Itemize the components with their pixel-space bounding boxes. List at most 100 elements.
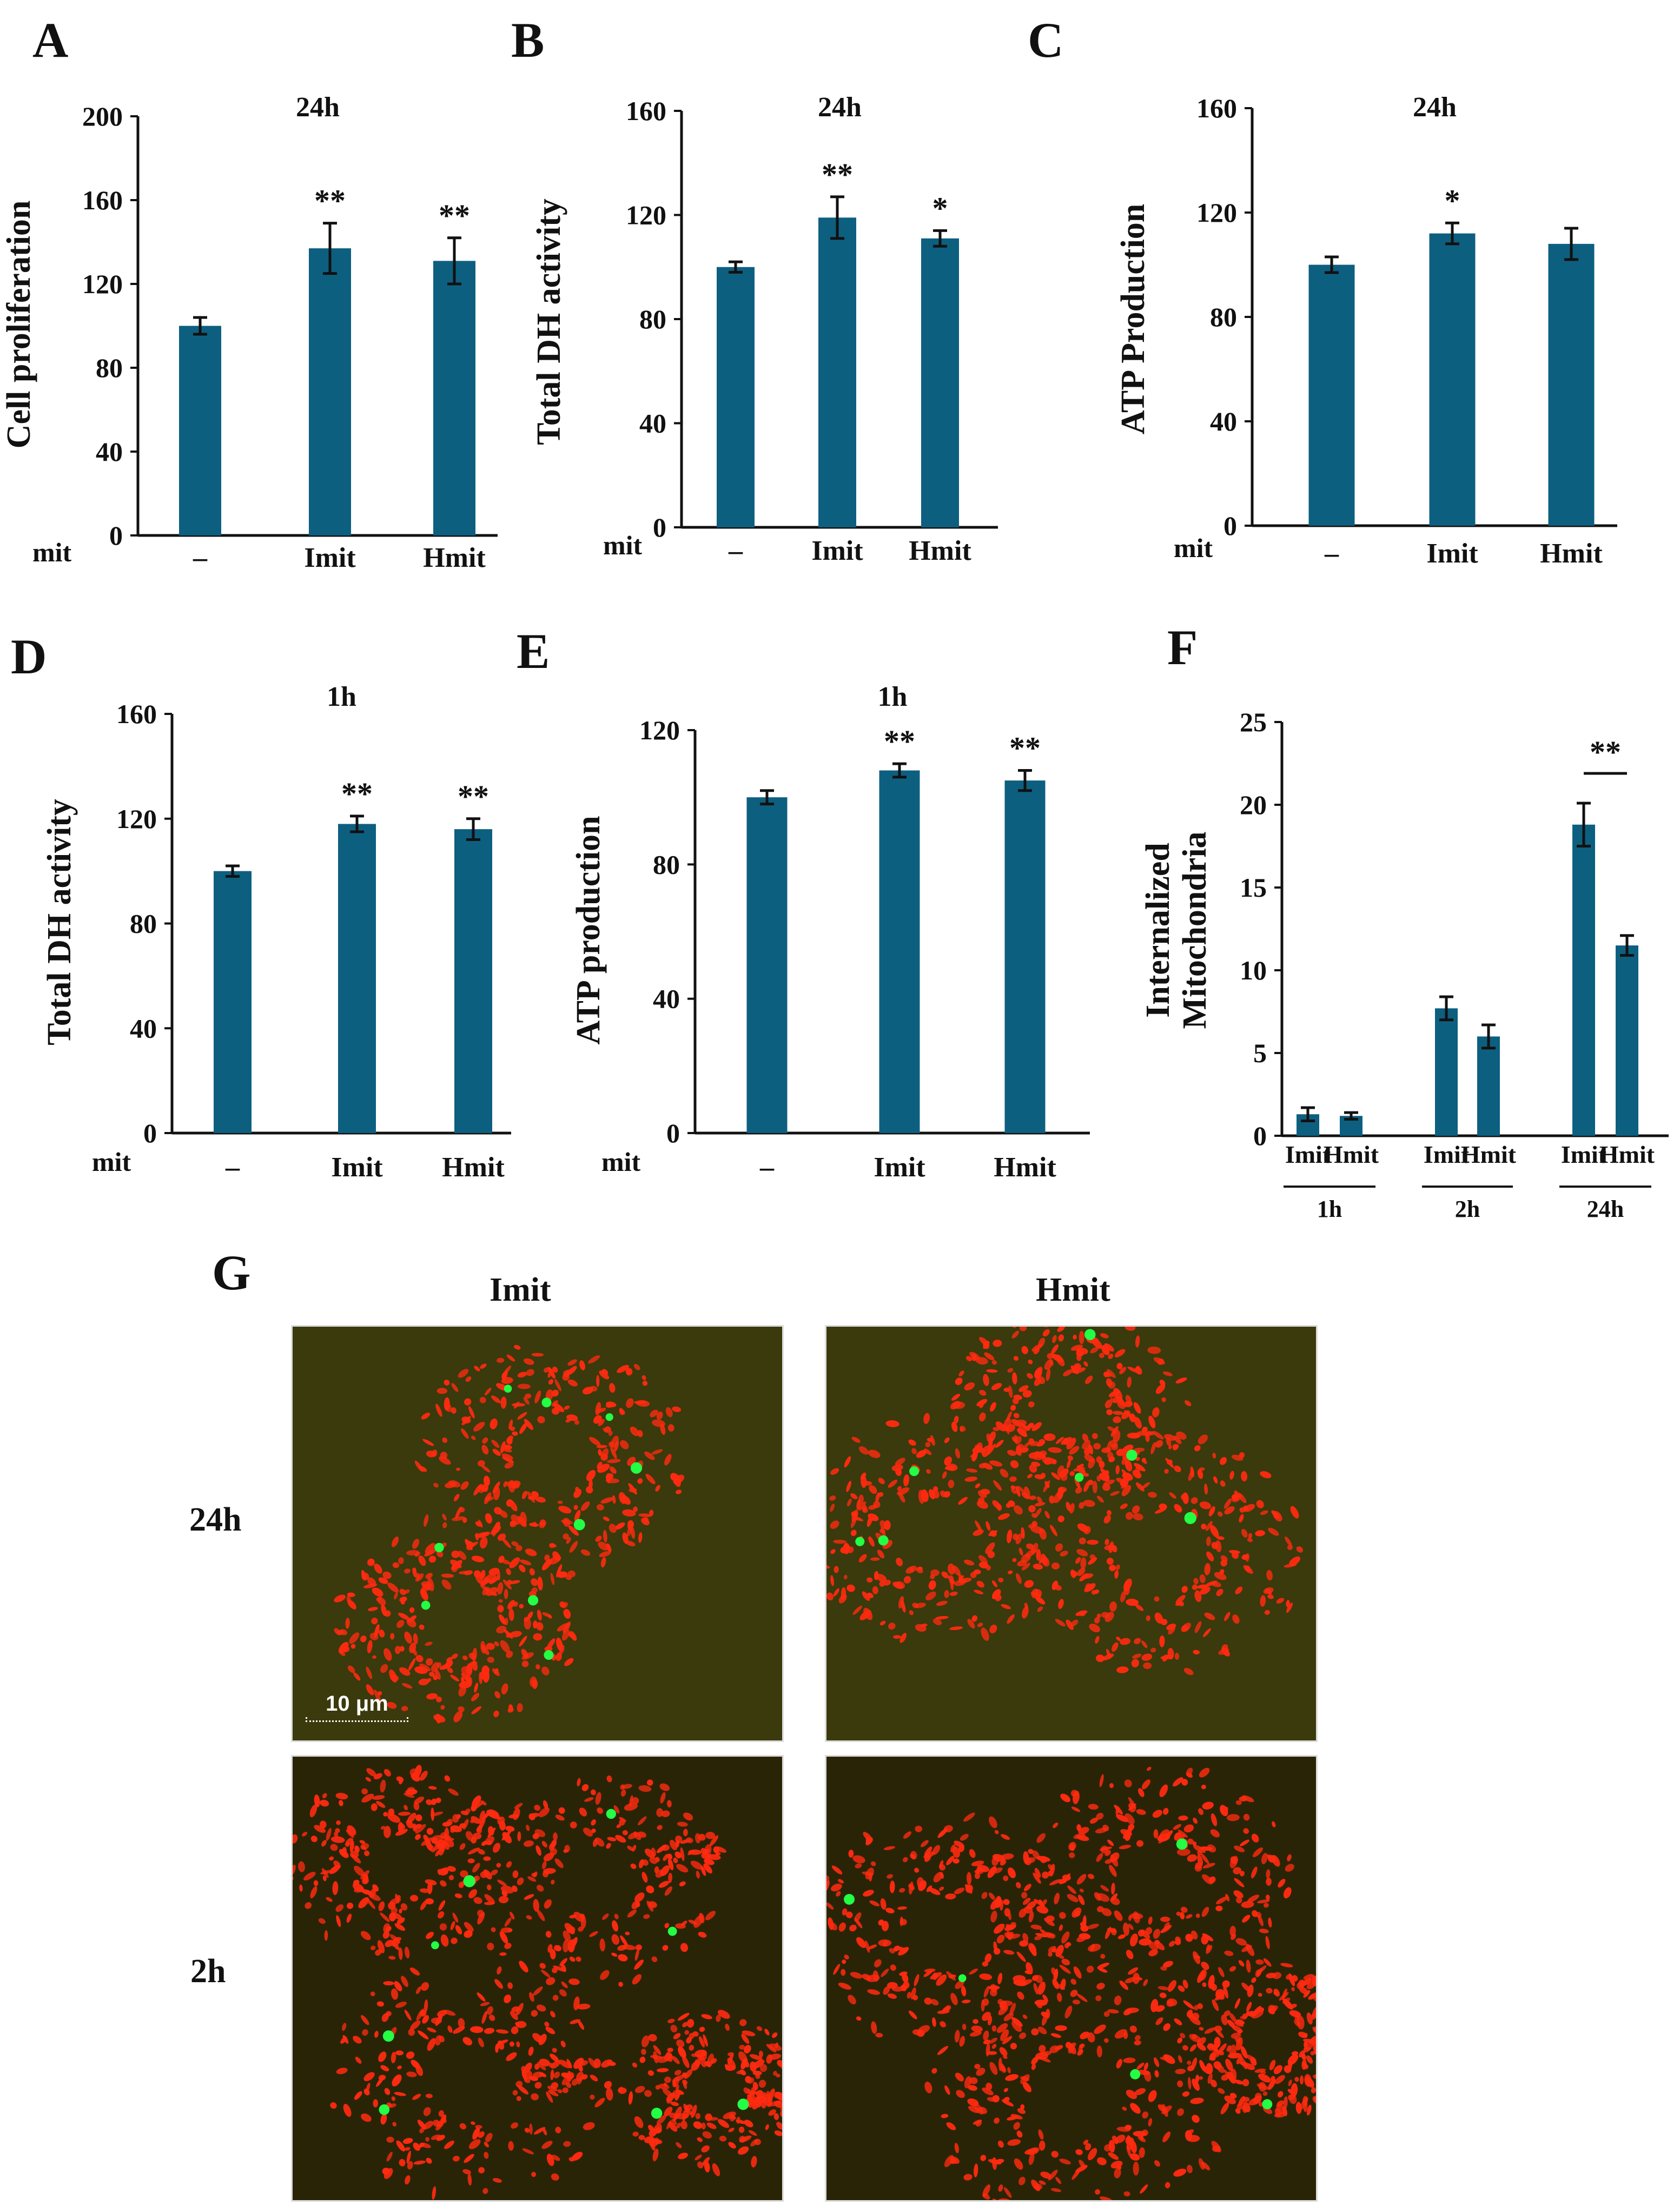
bar-b-1 [818, 217, 856, 527]
column-label-imit: Imit [490, 1272, 551, 1308]
y-tick-label-f-5: 25 [1240, 707, 1267, 737]
y-axis-label-c: ATP Production [1115, 204, 1152, 435]
bar-d-1 [338, 824, 376, 1133]
category-label-d-0: – [225, 1152, 240, 1183]
y-tick-label-c-1: 40 [1210, 406, 1237, 436]
chart-title-e: 1h [878, 681, 908, 712]
category-label-a-1: Imit [304, 542, 356, 573]
category-label-e-0: – [759, 1152, 775, 1183]
y-tick-label-f-1: 5 [1253, 1038, 1267, 1068]
row-label-2h: 2h [190, 1953, 226, 1990]
category-label-f-0: Imit [1285, 1141, 1331, 1168]
y-tick-label-b-2: 80 [639, 304, 666, 334]
category-label-f-5: Hmit [1599, 1141, 1655, 1168]
category-label-d-2: Hmit [442, 1152, 505, 1183]
category-label-b-0: – [728, 535, 743, 566]
category-label-f-3: Hmit [1461, 1141, 1517, 1168]
chart-title-c: 24h [1413, 92, 1457, 123]
bar-a-1 [309, 248, 351, 535]
group-label-f-2: 24h [1587, 1196, 1624, 1222]
significance-a-1: ** [314, 183, 346, 218]
y-axis-label-f-1: Mitochondria [1176, 831, 1213, 1029]
y-tick-label-b-0: 0 [653, 512, 666, 542]
bar-a-2 [433, 261, 475, 535]
category-label-f-1: Hmit [1324, 1141, 1379, 1168]
y-tick-label-c-0: 0 [1223, 511, 1237, 541]
column-label-hmit: Hmit [1036, 1272, 1110, 1308]
y-tick-label-b-3: 120 [626, 200, 666, 230]
y-tick-label-d-0: 0 [143, 1118, 157, 1148]
y-tick-label-c-3: 120 [1196, 197, 1237, 228]
group-label-f-1: 2h [1455, 1196, 1480, 1222]
panel-letter-b: B [511, 12, 544, 68]
y-tick-label-f-2: 10 [1240, 955, 1267, 985]
row-label-e: mit [601, 1147, 641, 1177]
category-label-e-1: Imit [874, 1152, 925, 1183]
scale-bar-label: 10 μm [326, 1692, 388, 1716]
y-tick-label-a-0: 0 [109, 520, 123, 551]
significance-b-1: ** [822, 157, 853, 192]
y-tick-label-f-0: 0 [1253, 1121, 1267, 1151]
y-tick-label-b-4: 160 [626, 96, 666, 126]
panel-letter-f: F [1167, 620, 1198, 675]
scale-bar-line [306, 1717, 408, 1722]
category-label-f-2: Imit [1424, 1141, 1470, 1168]
category-label-a-0: – [193, 542, 208, 573]
chart-title-b: 24h [818, 92, 862, 123]
significance-d-1: ** [341, 776, 373, 811]
y-tick-label-e-2: 80 [653, 849, 680, 879]
y-tick-label-e-0: 0 [666, 1118, 680, 1148]
micrograph-imit-2h [291, 1755, 784, 2202]
panel-letter-g: G [212, 1245, 251, 1300]
bar-d-2 [454, 829, 492, 1133]
bar-f-2 [1435, 1008, 1458, 1136]
y-tick-label-f-3: 15 [1240, 872, 1267, 903]
significance-d-2: ** [458, 779, 489, 814]
y-tick-label-f-4: 20 [1240, 790, 1267, 820]
y-tick-label-a-4: 160 [82, 185, 123, 215]
y-tick-label-e-1: 40 [653, 984, 680, 1014]
bar-c-2 [1548, 243, 1595, 526]
y-tick-label-a-3: 120 [82, 269, 123, 299]
micrograph-image [293, 1327, 782, 1740]
significance-e-1: ** [884, 724, 915, 759]
panel-letter-e: E [517, 624, 550, 679]
scale-bar: 10 μm [306, 1692, 408, 1722]
bar-d-0 [214, 871, 252, 1133]
y-tick-label-a-2: 80 [96, 353, 123, 383]
micrograph-hmit-24h [825, 1325, 1318, 1742]
category-label-c-0: – [1324, 538, 1339, 569]
panel-letter-c: C [1028, 12, 1063, 68]
y-axis-label-f-0: Internalized [1140, 843, 1176, 1018]
row-label-24h: 24h [189, 1501, 242, 1538]
row-label-d: mit [92, 1147, 131, 1177]
significance-a-2: ** [439, 198, 470, 233]
bar-e-2 [1004, 780, 1046, 1133]
y-axis-label-e: ATP production [570, 816, 607, 1044]
row-label-b: mit [603, 530, 643, 560]
bar-c-0 [1308, 264, 1355, 526]
y-tick-label-d-2: 80 [130, 909, 157, 939]
panel-letter-a: A [32, 12, 68, 68]
bar-a-0 [179, 326, 221, 535]
chart-title-a: 24h [296, 92, 340, 123]
bar-f-5 [1616, 945, 1638, 1136]
category-label-c-2: Hmit [1540, 538, 1603, 569]
y-tick-label-c-4: 160 [1196, 93, 1237, 123]
category-label-f-4: Imit [1561, 1141, 1607, 1168]
panel-letter-d: D [11, 629, 47, 684]
category-label-b-1: Imit [811, 535, 863, 566]
group-label-f-0: 1h [1317, 1196, 1342, 1222]
micrograph-imit-24h [291, 1325, 784, 1742]
micrograph-image [826, 1757, 1316, 2200]
significance-c-1: * [1445, 183, 1460, 218]
y-tick-label-b-1: 40 [639, 408, 666, 439]
significance-f: ** [1590, 734, 1621, 770]
category-label-b-2: Hmit [909, 535, 971, 566]
bar-c-1 [1429, 233, 1476, 526]
micrograph-image [293, 1757, 782, 2200]
category-label-d-1: Imit [331, 1152, 383, 1183]
bar-b-0 [717, 267, 755, 527]
bar-f-4 [1572, 824, 1595, 1136]
